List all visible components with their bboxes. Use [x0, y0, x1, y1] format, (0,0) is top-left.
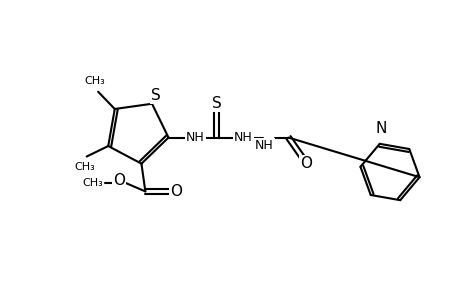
Text: S: S — [211, 96, 221, 111]
Text: O: O — [300, 156, 312, 171]
Text: CH₃: CH₃ — [74, 161, 95, 172]
Text: O: O — [113, 173, 125, 188]
Text: NH: NH — [234, 131, 252, 144]
Text: CH₃: CH₃ — [82, 178, 103, 188]
Text: CH₃: CH₃ — [84, 76, 105, 86]
Text: N: N — [374, 121, 386, 136]
Text: O: O — [170, 184, 182, 199]
Text: NH: NH — [186, 131, 204, 144]
Text: NH: NH — [255, 139, 273, 152]
Text: S: S — [151, 88, 161, 103]
